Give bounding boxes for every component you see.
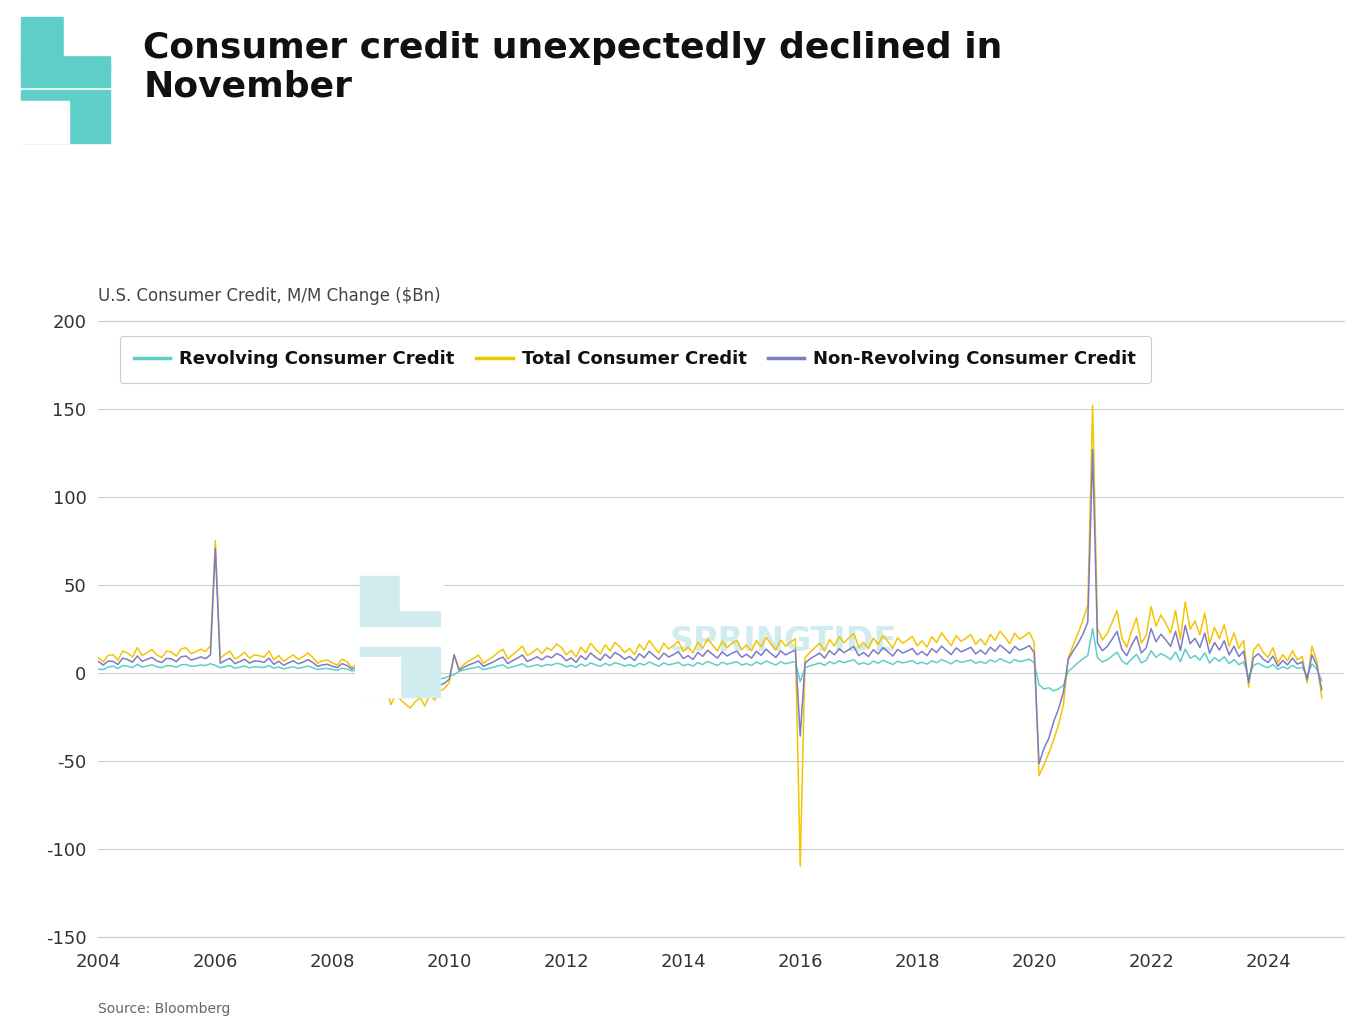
Bar (355, 657, 400, 698)
Bar (400, 569, 444, 610)
Text: U.S. Consumer Credit, M/M Change ($Bn): U.S. Consumer Credit, M/M Change ($Bn) (98, 288, 441, 305)
Bar (64, 13, 113, 55)
Bar (359, 647, 440, 698)
Bar (359, 575, 440, 626)
Text: SPRINGTIDE: SPRINGTIDE (669, 624, 897, 657)
Bar (19, 101, 68, 143)
Text: Consumer credit unexpectedly declined in
November: Consumer credit unexpectedly declined in… (143, 31, 1003, 104)
Text: Source: Bloomberg: Source: Bloomberg (98, 1002, 231, 1016)
Bar (22, 90, 109, 143)
Legend: Revolving Consumer Credit, Total Consumer Credit, Non-Revolving Consumer Credit: Revolving Consumer Credit, Total Consume… (120, 336, 1150, 383)
Bar (22, 18, 109, 70)
Bar (22, 63, 109, 87)
